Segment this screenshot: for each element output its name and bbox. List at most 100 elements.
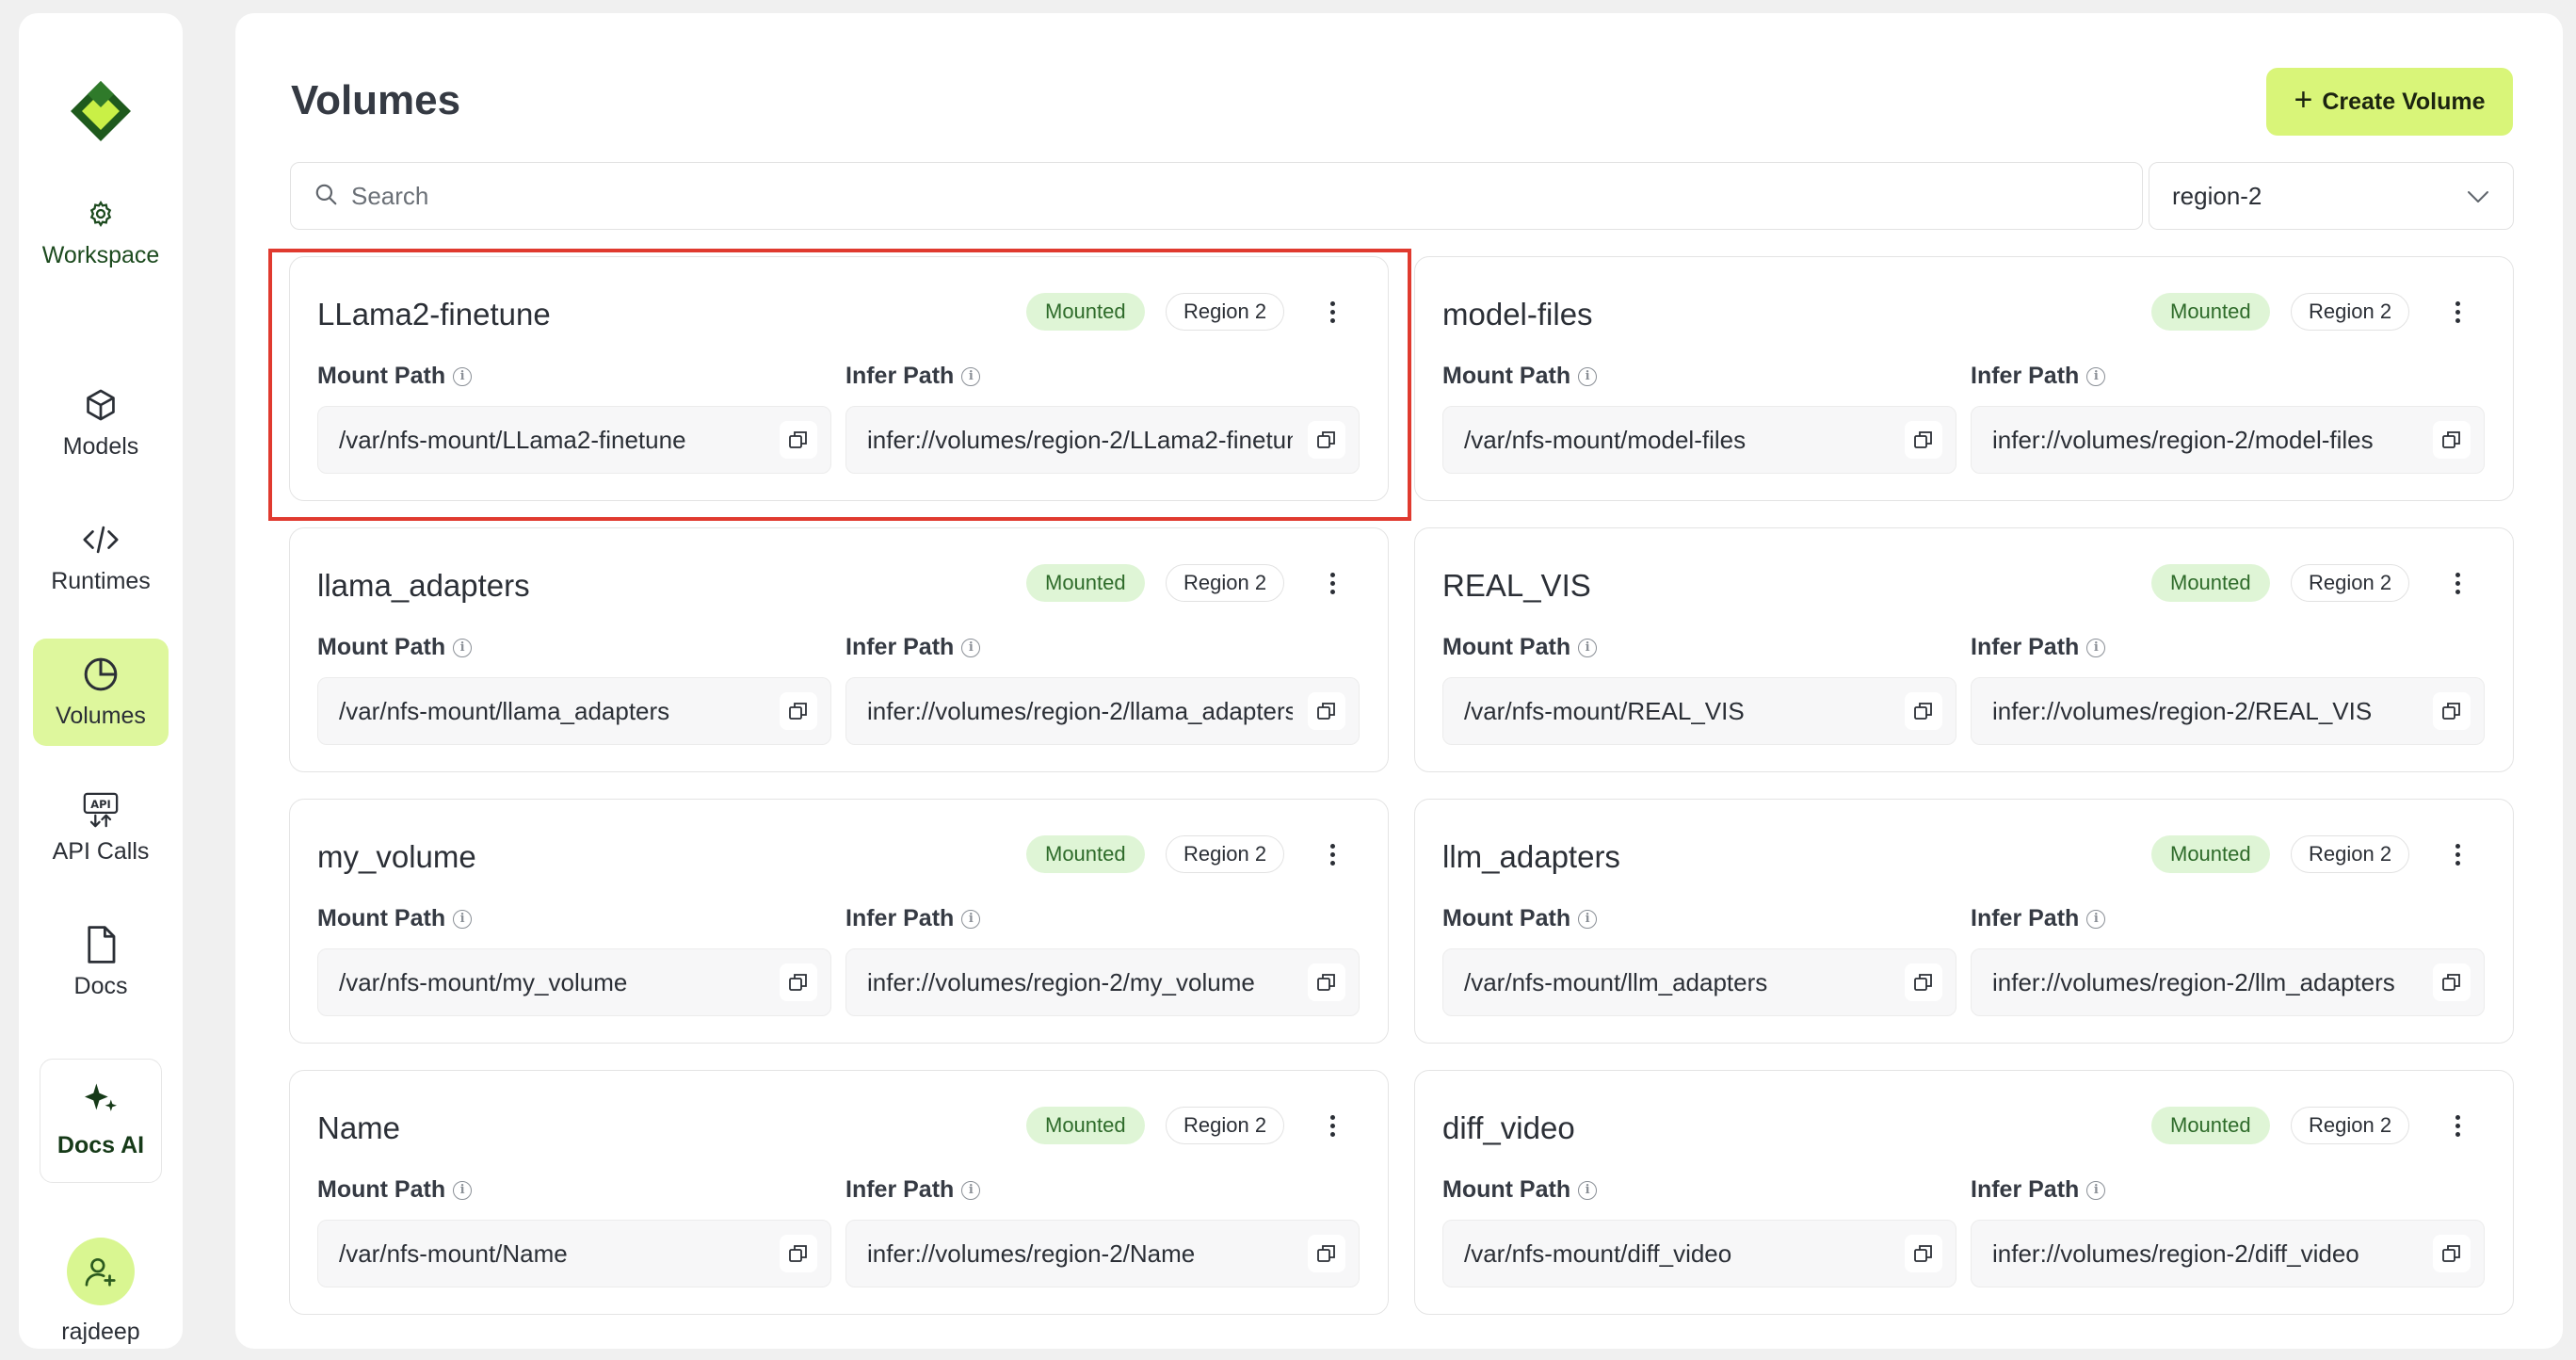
infer-path-label: Infer Path i — [845, 634, 981, 661]
field-label-text: Mount Path — [1442, 634, 1571, 660]
field-label-text: Mount Path — [317, 634, 446, 660]
sidebar-item-models[interactable]: Models — [33, 369, 169, 477]
info-icon[interactable]: i — [453, 909, 473, 929]
infer-path-field: infer://volumes/region-2/diff_video — [1971, 1220, 2485, 1287]
infer-path-label: Infer Path i — [845, 1176, 981, 1204]
sidebar-item-docs[interactable]: Docs — [33, 909, 169, 1016]
avatar[interactable] — [67, 1238, 135, 1305]
copy-icon[interactable] — [1905, 1235, 1942, 1272]
info-icon[interactable]: i — [961, 366, 981, 386]
copy-icon[interactable] — [780, 963, 817, 1001]
volume-card[interactable]: my_volume Mounted Region 2 Mount Path i … — [289, 799, 1389, 1044]
copy-icon[interactable] — [2433, 1235, 2471, 1272]
volume-card[interactable]: llm_adapters Mounted Region 2 Mount Path… — [1414, 799, 2514, 1044]
sidebar-item-runtimes[interactable]: Runtimes — [33, 504, 169, 611]
region-select[interactable]: region-2 — [2149, 162, 2514, 230]
copy-icon[interactable] — [2433, 692, 2471, 730]
copy-icon[interactable] — [1308, 421, 1345, 459]
status-badge: Mounted — [1026, 293, 1145, 331]
info-icon[interactable]: i — [961, 909, 981, 929]
sidebar-item-api-calls[interactable]: API API Calls — [33, 774, 169, 882]
mount-path-value: /var/nfs-mount/llama_adapters — [339, 696, 670, 725]
gear-icon — [82, 195, 120, 233]
copy-icon[interactable] — [1308, 1235, 1345, 1272]
more-options-icon[interactable] — [2443, 293, 2471, 331]
infer-path-label: Infer Path i — [845, 363, 981, 390]
copy-icon[interactable] — [1308, 692, 1345, 730]
more-options-icon[interactable] — [1318, 293, 1346, 331]
sidebar-item-label: Runtimes — [51, 567, 151, 594]
user-menu[interactable]: rajdeep — [19, 1238, 183, 1346]
volume-card[interactable]: REAL_VIS Mounted Region 2 Mount Path i /… — [1414, 527, 2514, 772]
mount-path-label: Mount Path i — [1442, 363, 1598, 390]
pie-chart-icon — [82, 656, 120, 693]
info-icon[interactable]: i — [1578, 909, 1598, 929]
sidebar-item-label: Docs — [73, 972, 128, 999]
infer-path-field: infer://volumes/region-2/llama_adapters — [845, 677, 1360, 745]
mount-path-field: /var/nfs-mount/llama_adapters — [317, 677, 831, 745]
copy-icon[interactable] — [1308, 963, 1345, 1001]
mount-path-field: /var/nfs-mount/my_volume — [317, 948, 831, 1016]
status-badge: Mounted — [1026, 1107, 1145, 1144]
create-volume-button[interactable]: + Create Volume — [2266, 68, 2513, 136]
mount-path-label: Mount Path i — [317, 363, 473, 390]
volume-name: llama_adapters — [317, 568, 530, 603]
more-options-icon[interactable] — [1318, 564, 1346, 602]
search-input[interactable] — [351, 181, 2046, 211]
more-options-icon[interactable] — [1318, 835, 1346, 873]
info-icon[interactable]: i — [2086, 909, 2106, 929]
info-icon[interactable]: i — [2086, 1180, 2106, 1200]
info-icon[interactable]: i — [961, 638, 981, 657]
infer-path-value: infer://volumes/region-2/model-files — [1992, 425, 2374, 454]
more-options-icon[interactable] — [2443, 564, 2471, 602]
info-icon[interactable]: i — [453, 366, 473, 386]
mount-path-label: Mount Path i — [1442, 905, 1598, 932]
volume-card[interactable]: llama_adapters Mounted Region 2 Mount Pa… — [289, 527, 1389, 772]
info-icon[interactable]: i — [453, 1180, 473, 1200]
mount-path-label: Mount Path i — [1442, 634, 1598, 661]
docs-ai-button[interactable]: Docs AI — [40, 1059, 162, 1183]
volume-card[interactable]: diff_video Mounted Region 2 Mount Path i… — [1414, 1070, 2514, 1315]
info-icon[interactable]: i — [1578, 366, 1598, 386]
status-badge: Mounted — [2151, 293, 2270, 331]
info-icon[interactable]: i — [2086, 366, 2106, 386]
volume-name: my_volume — [317, 839, 476, 874]
volume-card[interactable]: model-files Mounted Region 2 Mount Path … — [1414, 256, 2514, 501]
copy-icon[interactable] — [1905, 692, 1942, 730]
sidebar-item-workspace[interactable]: Workspace — [33, 178, 169, 285]
copy-icon[interactable] — [1905, 421, 1942, 459]
region-badge: Region 2 — [2291, 293, 2410, 331]
more-options-icon[interactable] — [1318, 1107, 1346, 1144]
volume-name: Name — [317, 1110, 401, 1145]
infer-path-value: infer://volumes/region-2/LLama2-finetune — [867, 425, 1293, 454]
field-label-text: Mount Path — [317, 1176, 446, 1203]
info-icon[interactable]: i — [453, 638, 473, 657]
info-icon[interactable]: i — [1578, 638, 1598, 657]
sidebar-item-label: API Calls — [52, 837, 150, 865]
cube-icon — [82, 386, 120, 424]
region-badge: Region 2 — [1166, 564, 1285, 602]
more-options-icon[interactable] — [2443, 1107, 2471, 1144]
copy-icon[interactable] — [780, 421, 817, 459]
copy-icon[interactable] — [780, 1235, 817, 1272]
region-badge: Region 2 — [1166, 1107, 1285, 1144]
volume-card[interactable]: LLama2-finetune Mounted Region 2 Mount P… — [289, 256, 1389, 501]
info-icon[interactable]: i — [1578, 1180, 1598, 1200]
copy-icon[interactable] — [2433, 963, 2471, 1001]
volume-card[interactable]: Name Mounted Region 2 Mount Path i /var/… — [289, 1070, 1389, 1315]
copy-icon[interactable] — [2433, 421, 2471, 459]
more-options-icon[interactable] — [2443, 835, 2471, 873]
infer-path-value: infer://volumes/region-2/my_volume — [867, 967, 1255, 996]
region-badge: Region 2 — [2291, 1107, 2410, 1144]
search-bar[interactable] — [290, 162, 2143, 230]
main-panel: Volumes + Create Volume region-2 LLama2-… — [235, 13, 2563, 1349]
volume-name: REAL_VIS — [1442, 568, 1591, 603]
logo-icon[interactable] — [69, 79, 133, 148]
sidebar-item-volumes[interactable]: Volumes — [33, 639, 169, 746]
copy-icon[interactable] — [1905, 963, 1942, 1001]
infer-path-field: infer://volumes/region-2/REAL_VIS — [1971, 677, 2485, 745]
info-icon[interactable]: i — [2086, 638, 2106, 657]
infer-path-label: Infer Path i — [845, 905, 981, 932]
copy-icon[interactable] — [780, 692, 817, 730]
info-icon[interactable]: i — [961, 1180, 981, 1200]
